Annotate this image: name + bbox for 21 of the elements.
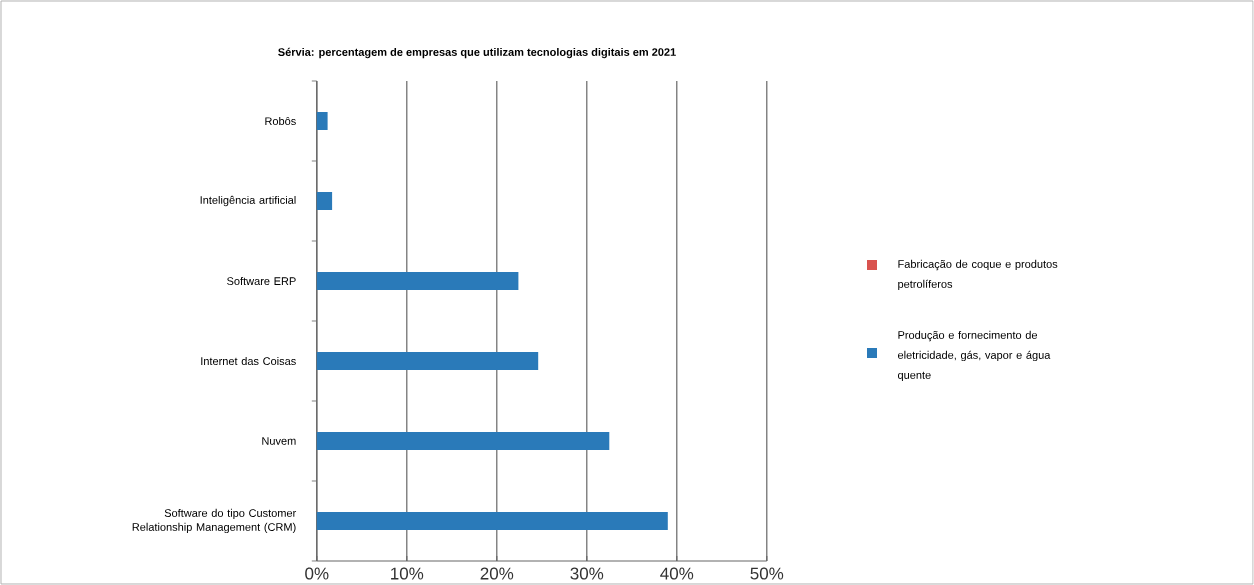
- legend-label: Produção e fornecimento de eletricidade, gás, vapor e água quente: [897, 330, 1051, 382]
- bar: [316, 111, 328, 130]
- y-tick-label: Software do tipo Customer Relationship Management (CRM): [132, 508, 297, 534]
- x-tick-label: 0%: [305, 567, 329, 580]
- bar: [316, 351, 539, 370]
- y-tick-label: Software ERP: [227, 276, 296, 286]
- bar: [316, 271, 519, 290]
- bar: [316, 511, 668, 530]
- y-tick-label: Nuvem: [262, 437, 296, 445]
- x-tick-label: 50%: [750, 567, 784, 580]
- chart-title: Sérvia: percentagem de empresas que utilizam tecnologias digitais em 2021: [278, 47, 676, 59]
- x-tick-label: 40%: [660, 567, 694, 580]
- legend-label: Fabricação de coque e produtos petrolíferos: [898, 259, 1058, 291]
- bar: [316, 431, 610, 450]
- y-tick-label: Internet das Coisas: [201, 356, 296, 366]
- x-tick-label: 20%: [480, 567, 514, 580]
- y-tick-label: Inteligência artificial: [200, 195, 296, 207]
- bar: [316, 191, 333, 210]
- y-tick-label: Robôs: [265, 116, 296, 126]
- x-tick-label: 10%: [391, 567, 424, 580]
- x-tick-label: 30%: [570, 567, 604, 580]
